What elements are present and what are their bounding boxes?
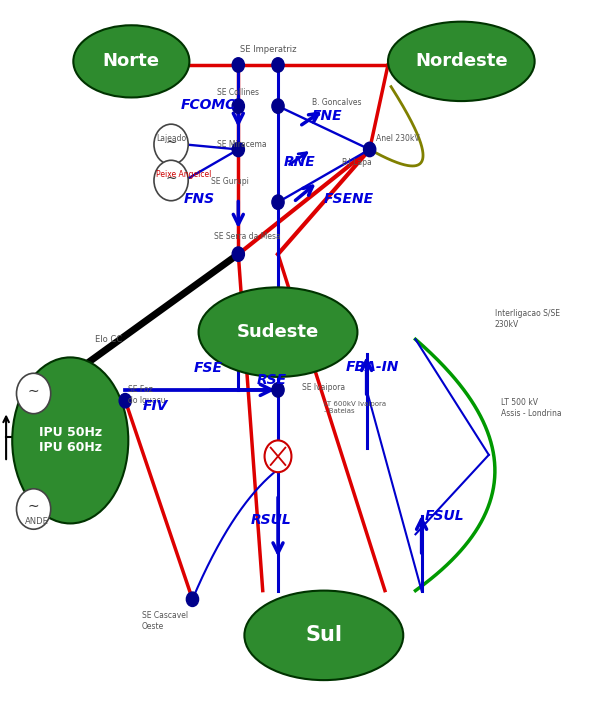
Text: RSE: RSE [257,373,287,388]
Circle shape [272,99,284,113]
Text: FNE: FNE [312,108,342,123]
Text: Lajeado: Lajeado [156,134,186,143]
Circle shape [186,592,199,606]
Circle shape [364,142,376,157]
Text: Sudeste: Sudeste [237,323,319,341]
Circle shape [232,99,244,113]
Circle shape [232,58,244,72]
Text: SE Miracema: SE Miracema [217,140,266,149]
Text: Nordeste: Nordeste [415,53,508,70]
Circle shape [265,440,291,472]
Circle shape [16,373,51,414]
Text: Interligacao S/SE
230kV: Interligacao S/SE 230kV [495,310,560,329]
Text: ∼: ∼ [27,383,40,398]
Text: SE Collines: SE Collines [217,88,259,97]
Text: ∼: ∼ [165,134,177,149]
Text: SE Gurupi: SE Gurupi [211,178,249,186]
Circle shape [272,58,284,72]
Text: LT 500 kV
Assis - Londrina: LT 500 kV Assis - Londrina [501,399,562,417]
Circle shape [232,247,244,261]
Text: Anel 230kV: Anel 230kV [376,134,419,143]
Text: FCOMC: FCOMC [180,97,235,112]
Text: ANDE: ANDE [24,517,48,526]
Circle shape [16,489,51,529]
Text: Elo CC: Elo CC [95,335,122,344]
Circle shape [272,195,284,209]
Circle shape [154,160,188,201]
Text: SE Imperatriz: SE Imperatriz [240,45,296,53]
Text: SE Cascavel
Oeste: SE Cascavel Oeste [142,612,188,630]
Text: SE Serra da Mesa: SE Serra da Mesa [214,232,280,240]
Text: ∼: ∼ [165,170,177,185]
Text: Norte: Norte [103,53,160,70]
Ellipse shape [244,591,403,680]
Text: B. Goncalves: B. Goncalves [312,98,361,107]
Text: ∼: ∼ [27,499,40,513]
Text: FBA-IN: FBA-IN [345,360,398,374]
Circle shape [232,142,244,157]
Text: FNS: FNS [183,191,214,206]
Text: FSENE: FSENE [324,191,374,206]
Text: SE Foz
do Iguacu: SE Foz do Iguacu [128,386,166,404]
Circle shape [119,393,131,408]
Text: FSE: FSE [194,361,223,375]
Text: Peixe Angelcel: Peixe Angelcel [156,170,211,179]
Text: LT 600kV Ivaipora
- Bateias: LT 600kV Ivaipora - Bateias [324,401,386,414]
Circle shape [272,383,284,397]
Ellipse shape [199,287,357,377]
Ellipse shape [73,25,189,97]
Text: FSUL: FSUL [425,509,464,523]
Ellipse shape [12,357,128,523]
Text: RNE: RNE [284,155,316,170]
Text: SE Ivaipora: SE Ivaipora [302,383,346,392]
Text: Sul: Sul [306,625,342,645]
Text: B.J.Lapa: B.J.Lapa [341,158,371,167]
Text: IPU 50Hz
IPU 60Hz: IPU 50Hz IPU 60Hz [38,427,102,454]
Text: FIV: FIV [142,399,168,414]
Text: RSUL: RSUL [251,513,291,527]
Ellipse shape [388,22,535,101]
Circle shape [154,124,188,165]
